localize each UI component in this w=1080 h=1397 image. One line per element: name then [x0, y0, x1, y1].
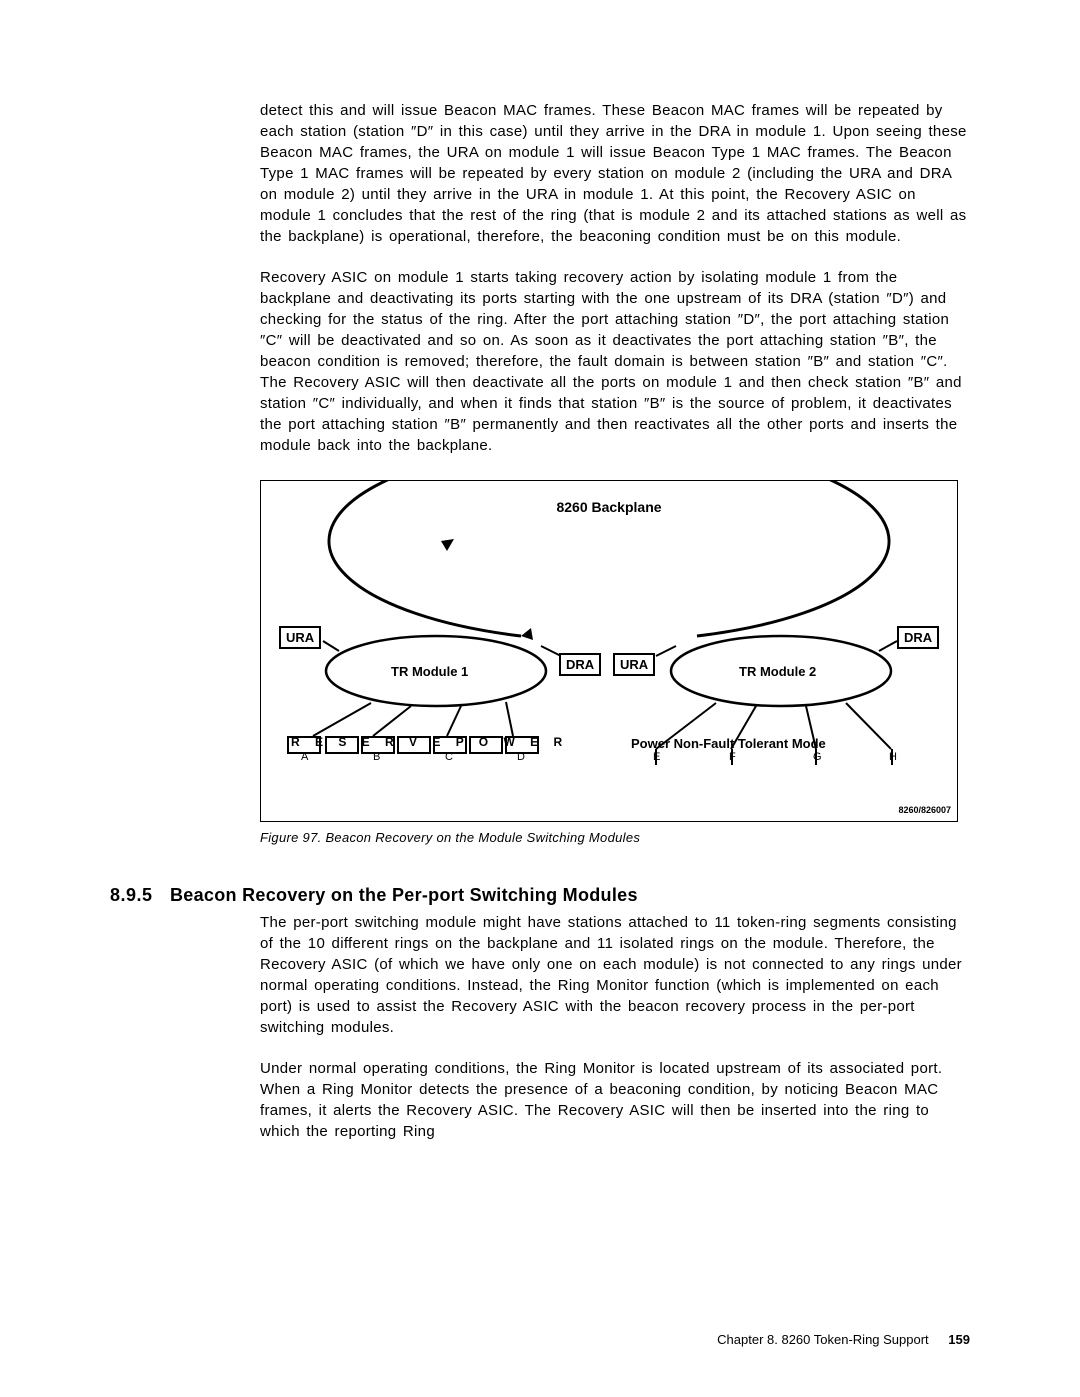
body-text-block-2: The per-port switching module might have…: [260, 912, 970, 1142]
figure-id: 8260/826007: [898, 805, 951, 815]
section-number: 8.9.5: [110, 885, 170, 906]
letter-g: G: [813, 751, 822, 763]
page-footer: Chapter 8. 8260 Token-Ring Support 159: [717, 1332, 970, 1347]
paragraph-2: Recovery ASIC on module 1 starts taking …: [260, 267, 970, 456]
section-heading: 8.9.5 Beacon Recovery on the Per-port Sw…: [110, 885, 970, 906]
letter-e: E: [653, 751, 660, 763]
dra-box-center-left: DRA: [559, 653, 601, 676]
figure-caption: Figure 97. Beacon Recovery on the Module…: [260, 830, 970, 845]
ura-box-left: URA: [279, 626, 321, 649]
reserve-power-label: R E S E R V E P O W E R: [291, 735, 568, 749]
letter-b: B: [373, 751, 380, 763]
figure-97: 8260 Backplane: [260, 480, 970, 845]
letter-d: D: [517, 751, 525, 763]
letter-a: A: [301, 751, 308, 763]
letter-f: F: [729, 751, 736, 763]
section-title: Beacon Recovery on the Per-port Switchin…: [170, 885, 638, 906]
letter-c: C: [445, 751, 453, 763]
paragraph-3: The per-port switching module might have…: [260, 912, 970, 1038]
footer-chapter: Chapter 8. 8260 Token-Ring Support: [717, 1332, 929, 1347]
figure-svg: [261, 481, 957, 821]
dra-box-right: DRA: [897, 626, 939, 649]
body-text-block: detect this and will issue Beacon MAC fr…: [260, 100, 970, 456]
figure-box: 8260 Backplane: [260, 480, 958, 822]
mode-label: Power Non-Fault Tolerant Mode: [631, 736, 826, 751]
module1-label: TR Module 1: [391, 664, 468, 679]
module2-label: TR Module 2: [739, 664, 816, 679]
footer-page: 159: [948, 1332, 970, 1347]
paragraph-4: Under normal operating conditions, the R…: [260, 1058, 970, 1142]
letter-h: H: [889, 751, 897, 763]
ura-box-center-right: URA: [613, 653, 655, 676]
paragraph-1: detect this and will issue Beacon MAC fr…: [260, 100, 970, 247]
